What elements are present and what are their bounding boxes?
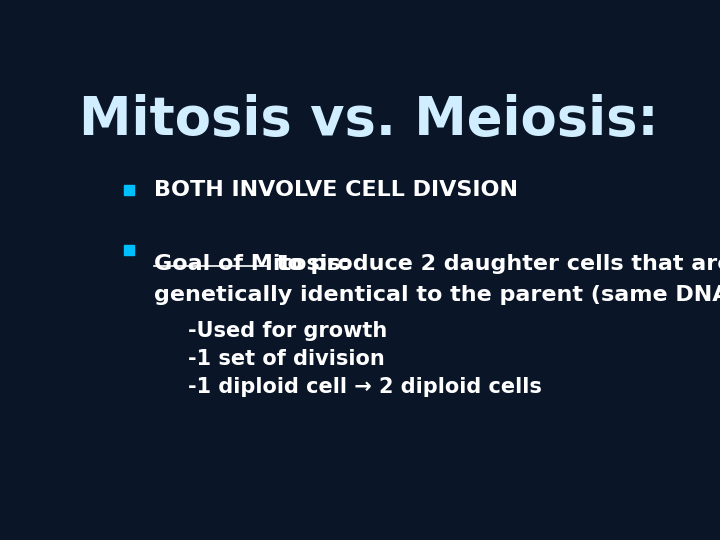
Text: Goal of Mitosis:: Goal of Mitosis: xyxy=(154,254,350,274)
Text: BOTH INVOLVE CELL DIVSION: BOTH INVOLVE CELL DIVSION xyxy=(154,179,518,200)
Text: genetically identical to the parent (same DNA).: genetically identical to the parent (sam… xyxy=(154,285,720,305)
Text: -1 set of division: -1 set of division xyxy=(188,349,384,369)
Text: -1 diploid cell → 2 diploid cells: -1 diploid cell → 2 diploid cells xyxy=(188,377,541,397)
Text: -Used for growth: -Used for growth xyxy=(188,321,387,341)
Text: to produce 2 daughter cells that are: to produce 2 daughter cells that are xyxy=(269,254,720,274)
Text: Mitosis vs. Meiosis:: Mitosis vs. Meiosis: xyxy=(79,94,659,146)
